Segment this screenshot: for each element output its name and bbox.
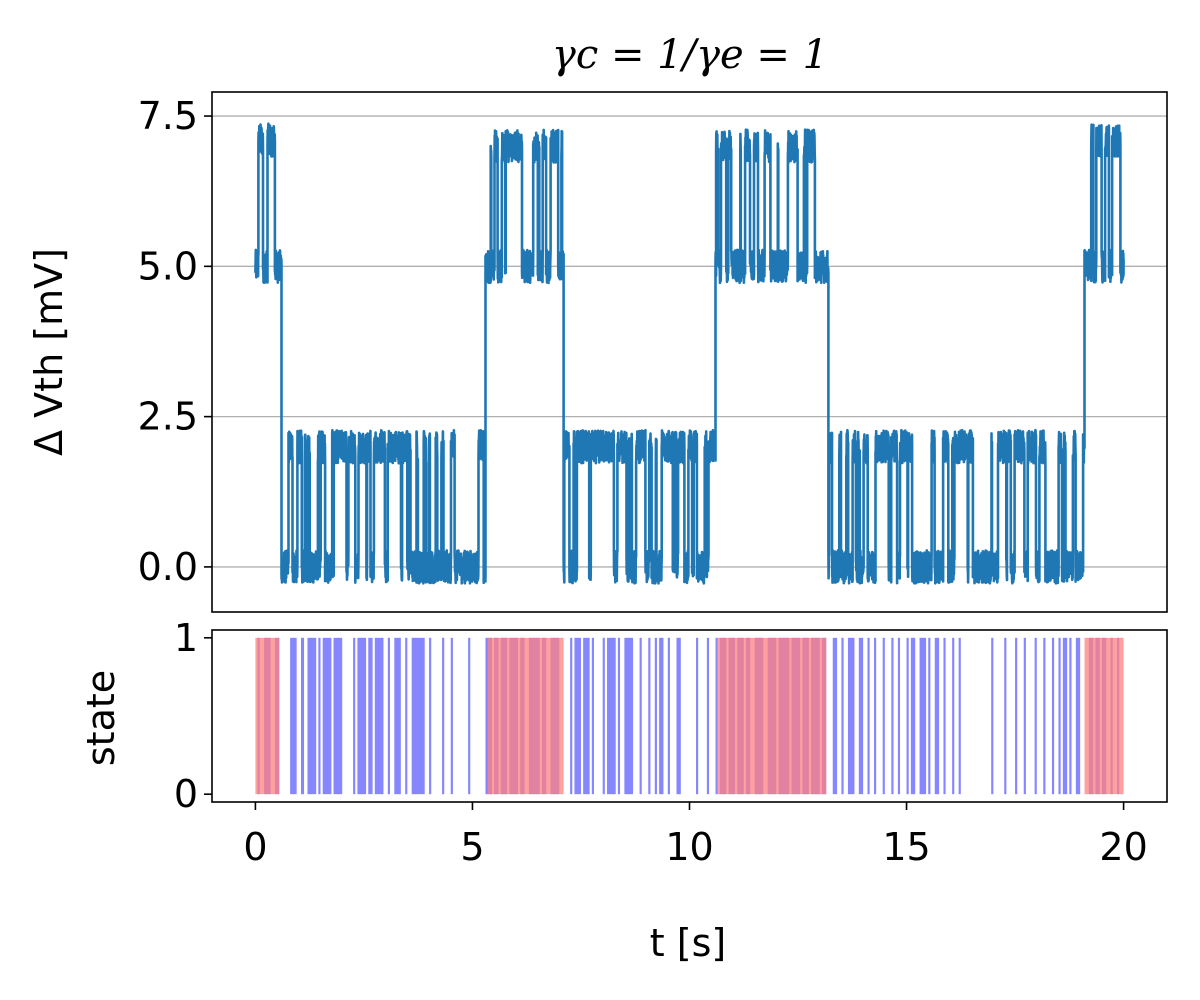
state-bar-blue xyxy=(624,637,634,795)
state-y-tick-label: 1 xyxy=(174,616,198,660)
state-bar-blue xyxy=(607,637,616,795)
state-bar-blue xyxy=(1058,637,1061,795)
state-bar-blue xyxy=(1062,637,1068,795)
state-bar-blue xyxy=(405,637,408,795)
voltage-panel: 0.0 2.5 5.0 7.5 Δ Vth [mV] xyxy=(27,91,1168,613)
state-bar-blue xyxy=(1034,637,1037,795)
state-bar-red xyxy=(487,637,564,795)
state-bar-blue xyxy=(639,637,642,795)
state-y-axis-label: state xyxy=(79,670,123,766)
state-bar-blue xyxy=(991,637,994,795)
state-bar-blue xyxy=(958,637,961,795)
time-x-tick-label: 10 xyxy=(665,825,713,869)
state-bar-blue xyxy=(934,637,940,795)
state-bar-blue xyxy=(897,637,901,795)
state-bar-blue xyxy=(952,637,955,795)
state-bar-blue xyxy=(873,637,877,795)
state-bar-blue xyxy=(696,637,699,795)
state-bar-red xyxy=(717,637,827,795)
state-bar-blue xyxy=(450,637,453,795)
voltage-y-tick-label: 5.0 xyxy=(138,244,198,288)
state-bar-blue xyxy=(468,637,471,795)
state-bar-blue xyxy=(1051,637,1055,795)
state-bar-red xyxy=(1084,637,1124,795)
state-bar-blue xyxy=(943,637,946,795)
state-bar-blue xyxy=(357,637,367,795)
state-bar-blue xyxy=(1069,637,1072,795)
voltage-y-ticks: 0.0 2.5 5.0 7.5 xyxy=(138,94,212,589)
state-bar-blue xyxy=(706,637,710,795)
state-bar-blue xyxy=(891,637,894,795)
state-bar-blue xyxy=(858,637,864,795)
state-bar-blue xyxy=(648,637,651,795)
state-bar-blue xyxy=(353,637,356,795)
state-panel: 01 0 5 10 15 20 state t [s] xyxy=(79,616,1168,965)
state-bar-blue xyxy=(442,637,445,795)
state-bar-blue xyxy=(919,637,927,795)
state-bar-blue xyxy=(394,637,401,795)
state-bar-blue xyxy=(841,637,844,795)
state-bar-blue xyxy=(411,637,425,795)
state-bar-blue xyxy=(570,637,573,795)
voltage-y-tick-label: 7.5 xyxy=(138,94,198,138)
voltage-series-line xyxy=(254,122,1125,585)
state-y-ticks: 01 xyxy=(174,616,212,816)
state-bar-blue xyxy=(1023,637,1026,795)
state-bar-blue xyxy=(300,637,305,795)
state-bar-blue xyxy=(906,637,909,795)
state-bar-blue xyxy=(333,637,343,795)
voltage-panel-frame xyxy=(211,91,1168,613)
state-bar-blue xyxy=(387,637,390,795)
state-bar-blue xyxy=(715,637,718,795)
time-x-tick-label: 20 xyxy=(1099,825,1147,869)
state-bars xyxy=(255,637,1124,795)
state-bar-blue xyxy=(882,637,885,795)
state-bar-blue xyxy=(659,637,664,795)
state-bar-blue xyxy=(374,637,384,795)
state-bar-blue xyxy=(1004,637,1007,795)
state-bar-red xyxy=(255,637,280,795)
state-bar-blue xyxy=(583,637,590,795)
time-x-tick-label: 0 xyxy=(243,825,267,869)
state-bar-blue xyxy=(322,637,332,795)
state-bar-blue xyxy=(1075,637,1081,795)
voltage-y-axis-label: Δ Vth [mV] xyxy=(27,248,71,456)
voltage-y-tick-label: 2.5 xyxy=(138,395,198,439)
state-bar-blue xyxy=(368,637,373,795)
voltage-y-tick-label: 0.0 xyxy=(138,545,198,589)
state-bar-blue xyxy=(617,637,621,795)
voltage-trace xyxy=(254,122,1125,585)
state-bar-blue xyxy=(832,637,838,795)
state-bar-blue xyxy=(591,637,594,795)
state-bar-blue xyxy=(290,637,297,795)
state-bar-blue xyxy=(1043,637,1046,795)
time-x-axis-label: t [s] xyxy=(650,921,726,965)
state-bar-blue xyxy=(867,637,870,795)
state-bar-blue xyxy=(676,637,681,795)
state-bar-blue xyxy=(318,637,321,795)
state-bar-blue xyxy=(1015,637,1018,795)
state-bar-blue xyxy=(307,637,317,795)
state-bar-blue xyxy=(429,637,432,795)
chart-title: γc = 1/γe = 1 xyxy=(552,32,828,78)
state-bar-blue xyxy=(928,637,931,795)
state-y-tick-label: 0 xyxy=(174,772,198,816)
state-bar-blue xyxy=(654,637,657,795)
time-x-tick-label: 15 xyxy=(882,825,930,869)
state-bar-blue xyxy=(667,637,670,795)
time-x-tick-label: 5 xyxy=(460,825,484,869)
state-bar-blue xyxy=(847,637,855,795)
state-bar-blue xyxy=(910,637,916,795)
time-x-ticks: 0 5 10 15 20 xyxy=(243,802,1148,869)
state-bar-blue xyxy=(574,637,581,795)
state-bar-blue xyxy=(602,637,605,795)
